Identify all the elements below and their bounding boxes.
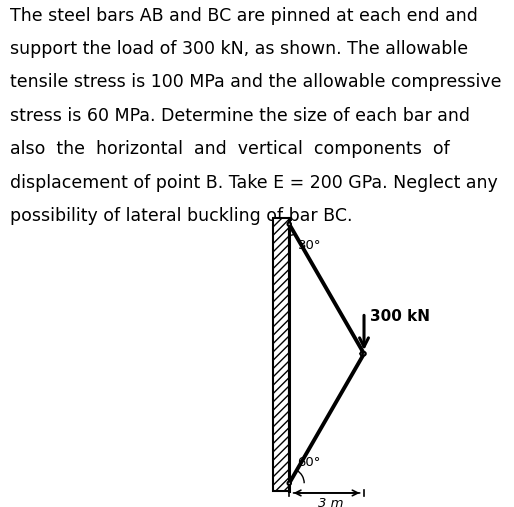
Text: stress is 60 MPa. Determine the size of each bar and: stress is 60 MPa. Determine the size of … bbox=[10, 107, 470, 125]
Text: 60°: 60° bbox=[297, 456, 320, 469]
Text: tensile stress is 100 MPa and the allowable compressive: tensile stress is 100 MPa and the allowa… bbox=[10, 74, 502, 91]
Circle shape bbox=[362, 352, 366, 355]
Circle shape bbox=[287, 482, 291, 485]
Circle shape bbox=[287, 223, 291, 226]
Text: displacement of point B. Take E = 200 GPa. Neglect any: displacement of point B. Take E = 200 GP… bbox=[10, 174, 498, 192]
Polygon shape bbox=[273, 218, 289, 491]
Text: 300 kN: 300 kN bbox=[370, 309, 430, 324]
Text: 3 m: 3 m bbox=[318, 497, 343, 507]
Text: The steel bars AB and BC are pinned at each end and: The steel bars AB and BC are pinned at e… bbox=[10, 7, 478, 24]
Text: also  the  horizontal  and  vertical  components  of: also the horizontal and vertical compone… bbox=[10, 140, 450, 158]
Text: possibility of lateral buckling of bar BC.: possibility of lateral buckling of bar B… bbox=[10, 207, 353, 225]
Text: support the load of 300 kN, as shown. The allowable: support the load of 300 kN, as shown. Th… bbox=[10, 40, 468, 58]
Text: 30°: 30° bbox=[298, 239, 322, 251]
